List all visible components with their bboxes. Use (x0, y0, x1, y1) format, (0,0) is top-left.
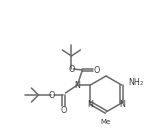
Text: N: N (74, 80, 80, 89)
Text: O: O (93, 66, 100, 74)
Text: O: O (68, 64, 75, 73)
Text: O: O (60, 106, 67, 115)
Text: Me: Me (101, 119, 111, 125)
Text: O: O (48, 90, 55, 99)
Text: NH: NH (129, 77, 140, 86)
Text: 2: 2 (140, 81, 144, 86)
Text: N: N (119, 100, 125, 109)
Text: N: N (87, 100, 93, 109)
